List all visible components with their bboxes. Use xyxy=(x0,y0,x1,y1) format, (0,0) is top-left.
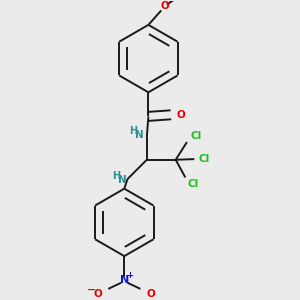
Text: O: O xyxy=(146,289,155,299)
Text: H: H xyxy=(129,127,137,136)
Text: O: O xyxy=(177,110,185,120)
Text: O: O xyxy=(160,1,169,11)
Text: Cl: Cl xyxy=(188,179,199,189)
Text: H: H xyxy=(112,171,120,181)
Text: +: + xyxy=(127,271,134,280)
Text: Cl: Cl xyxy=(199,154,210,164)
Text: Cl: Cl xyxy=(190,131,202,141)
Text: N: N xyxy=(120,274,129,285)
Text: N: N xyxy=(135,130,144,140)
Text: N: N xyxy=(118,175,127,185)
Text: O: O xyxy=(94,289,102,299)
Text: −: − xyxy=(87,285,96,295)
